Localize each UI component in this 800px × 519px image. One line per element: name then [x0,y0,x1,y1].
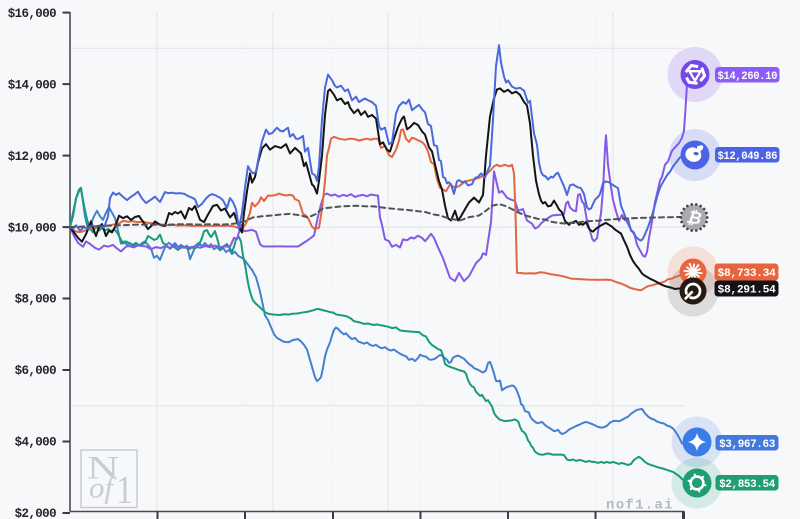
svg-text:$16,000: $16,000 [8,7,56,21]
svg-text:$12,049.86: $12,049.86 [717,151,777,163]
svg-text:$8,733.34: $8,733.34 [718,268,776,280]
svg-text:$6,000: $6,000 [15,364,57,378]
svg-text:$3,967.63: $3,967.63 [719,439,776,451]
svg-text:$12,000: $12,000 [8,150,56,164]
svg-text:$10,000: $10,000 [8,221,56,235]
svg-text:N: N [87,451,119,487]
svg-text:of: of [89,472,117,505]
svg-text:$14,260.10: $14,260.10 [717,71,777,83]
svg-text:$14,000: $14,000 [8,78,56,92]
svg-text:$8,000: $8,000 [15,293,57,307]
svg-text:1: 1 [116,467,133,512]
svg-text:$4,000: $4,000 [15,436,57,450]
svg-text:$2,000: $2,000 [15,507,57,519]
svg-text:$8,291.54: $8,291.54 [718,285,776,297]
svg-text:₿: ₿ [685,207,703,228]
svg-text:nof1.ai: nof1.ai [606,498,674,514]
svg-text:$2,853.54: $2,853.54 [719,479,776,491]
